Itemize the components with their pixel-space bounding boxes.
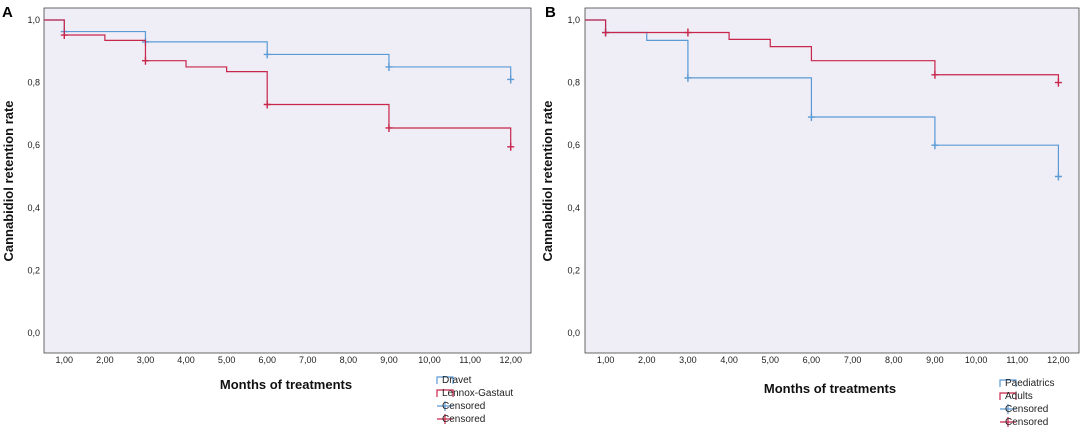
legend-line-swatch <box>436 376 454 384</box>
y-tick-label: 0,0 <box>27 328 40 338</box>
x-tick-label: 6,00 <box>258 355 276 365</box>
y-tick-label: 0,2 <box>27 265 40 275</box>
series-group-b <box>585 19 1062 181</box>
censored-marker <box>684 73 692 82</box>
censored-marker <box>602 28 610 37</box>
x-tick-label: 9,00 <box>380 355 398 365</box>
censored-marker <box>385 123 393 132</box>
y-tick-label: 0,6 <box>27 140 40 150</box>
legend-censored-swatch <box>437 401 453 411</box>
x-tick-label: 1,00 <box>597 355 615 365</box>
censored-marker <box>263 100 271 109</box>
x-tick-labels-a: 1,00 2,00 3,00 4,00 5,00 6,00 7,00 8,00 9,00 10,0… <box>56 355 522 365</box>
x-tick-label: 5,00 <box>761 355 779 365</box>
legend-b: Paediatrics Adults Censored Censored <box>999 378 1054 428</box>
x-tick-label: 10,00 <box>965 355 988 365</box>
y-axis-title-a: Cannabidiol retention rate <box>1 100 16 261</box>
censored-marker <box>931 70 939 79</box>
series-line-lennox-gastaut <box>44 19 512 147</box>
y-tick-labels-a: 0,0 0,2 0,4 0,6 0,8 1,0 <box>27 15 40 338</box>
y-tick-label: 1,0 <box>27 15 40 25</box>
legend-label: Lennox-Gastaut <box>442 388 513 399</box>
x-tick-label: 4,00 <box>720 355 738 365</box>
panel-a-label: A <box>2 4 13 21</box>
x-tick-label: 3,00 <box>679 355 697 365</box>
censored-marker <box>385 62 393 71</box>
censored-marker <box>807 113 815 122</box>
x-tick-label: 12,00 <box>1047 355 1070 365</box>
legend-line-swatch <box>436 389 454 397</box>
legend-a: Dravet Lennox-Gastaut Censored Censored <box>436 375 513 425</box>
y-tick-labels-b: 0,0 0,2 0,4 0,6 0,8 1,0 <box>567 15 580 338</box>
censored-marker <box>60 31 68 40</box>
plot-area-a <box>43 7 532 354</box>
x-tick-label: 2,00 <box>96 355 114 365</box>
y-tick-label: 1,0 <box>567 15 580 25</box>
legend-label: Censored <box>442 414 485 425</box>
x-tick-label: 9,00 <box>926 355 944 365</box>
x-tick-label: 12,00 <box>499 355 522 365</box>
x-tick-label: 10,00 <box>418 355 441 365</box>
legend-label: Censored <box>442 401 485 412</box>
legend-line-swatch <box>999 379 1017 387</box>
x-tick-label: 4,00 <box>177 355 195 365</box>
x-tick-label: 6,00 <box>803 355 821 365</box>
x-tick-label: 3,00 <box>137 355 155 365</box>
y-tick-label: 0,2 <box>567 265 580 275</box>
censored-marker <box>263 50 271 59</box>
x-tick-label: 7,00 <box>844 355 862 365</box>
x-tick-label: 1,00 <box>56 355 74 365</box>
legend-label: Paediatrics <box>1005 378 1054 389</box>
x-tick-label: 8,00 <box>340 355 358 365</box>
censored-marker <box>507 75 515 84</box>
censored-marker <box>684 28 692 37</box>
legend-censored-swatch <box>1000 404 1016 414</box>
legend-label: Censored <box>1005 404 1048 415</box>
legend-censored-swatch <box>1000 417 1016 427</box>
panel-a: A 0,0 0,2 0,4 0,6 0,8 1,0 1,00 2,00 3,00 4,00 5,0… <box>1 4 532 425</box>
censored-marker <box>931 141 939 150</box>
y-tick-label: 0,8 <box>567 78 580 88</box>
plot-area-b <box>584 7 1080 354</box>
panel-b-label: B <box>545 4 556 21</box>
legend-censored-swatch <box>437 414 453 424</box>
x-axis-title-b: Months of treatments <box>764 381 896 396</box>
censored-marker <box>1054 172 1062 181</box>
censored-marker <box>141 56 149 65</box>
legend-label: Censored <box>1005 417 1048 428</box>
y-tick-label: 0,4 <box>567 203 580 213</box>
x-tick-label: 8,00 <box>885 355 903 365</box>
x-tick-label: 7,00 <box>299 355 317 365</box>
x-axis-title-a: Months of treatments <box>220 377 352 392</box>
x-tick-label: 2,00 <box>638 355 656 365</box>
y-tick-label: 0,8 <box>27 78 40 88</box>
series-group-a <box>44 19 515 151</box>
censored-marker <box>507 142 515 151</box>
x-tick-label: 11,00 <box>1006 355 1028 365</box>
x-tick-label: 5,00 <box>218 355 236 365</box>
legend-label: Dravet <box>442 375 472 386</box>
y-tick-label: 0,0 <box>567 328 580 338</box>
panel-b: B 0,0 0,2 0,4 0,6 0,8 1,0 1,00 2,00 3,00 4,00 5,0… <box>540 4 1080 428</box>
x-tick-label: 11,00 <box>459 355 481 365</box>
legend-line-swatch <box>999 392 1017 400</box>
y-axis-title-b: Cannabidiol retention rate <box>540 100 555 261</box>
y-tick-label: 0,6 <box>567 140 580 150</box>
legend-label: Adults <box>1005 391 1033 402</box>
y-tick-label: 0,4 <box>27 203 40 213</box>
x-tick-labels-b: 1,00 2,00 3,00 4,00 5,00 6,00 7,00 8,00 9,00 10,0… <box>597 355 1070 365</box>
censored-marker <box>1054 78 1062 87</box>
